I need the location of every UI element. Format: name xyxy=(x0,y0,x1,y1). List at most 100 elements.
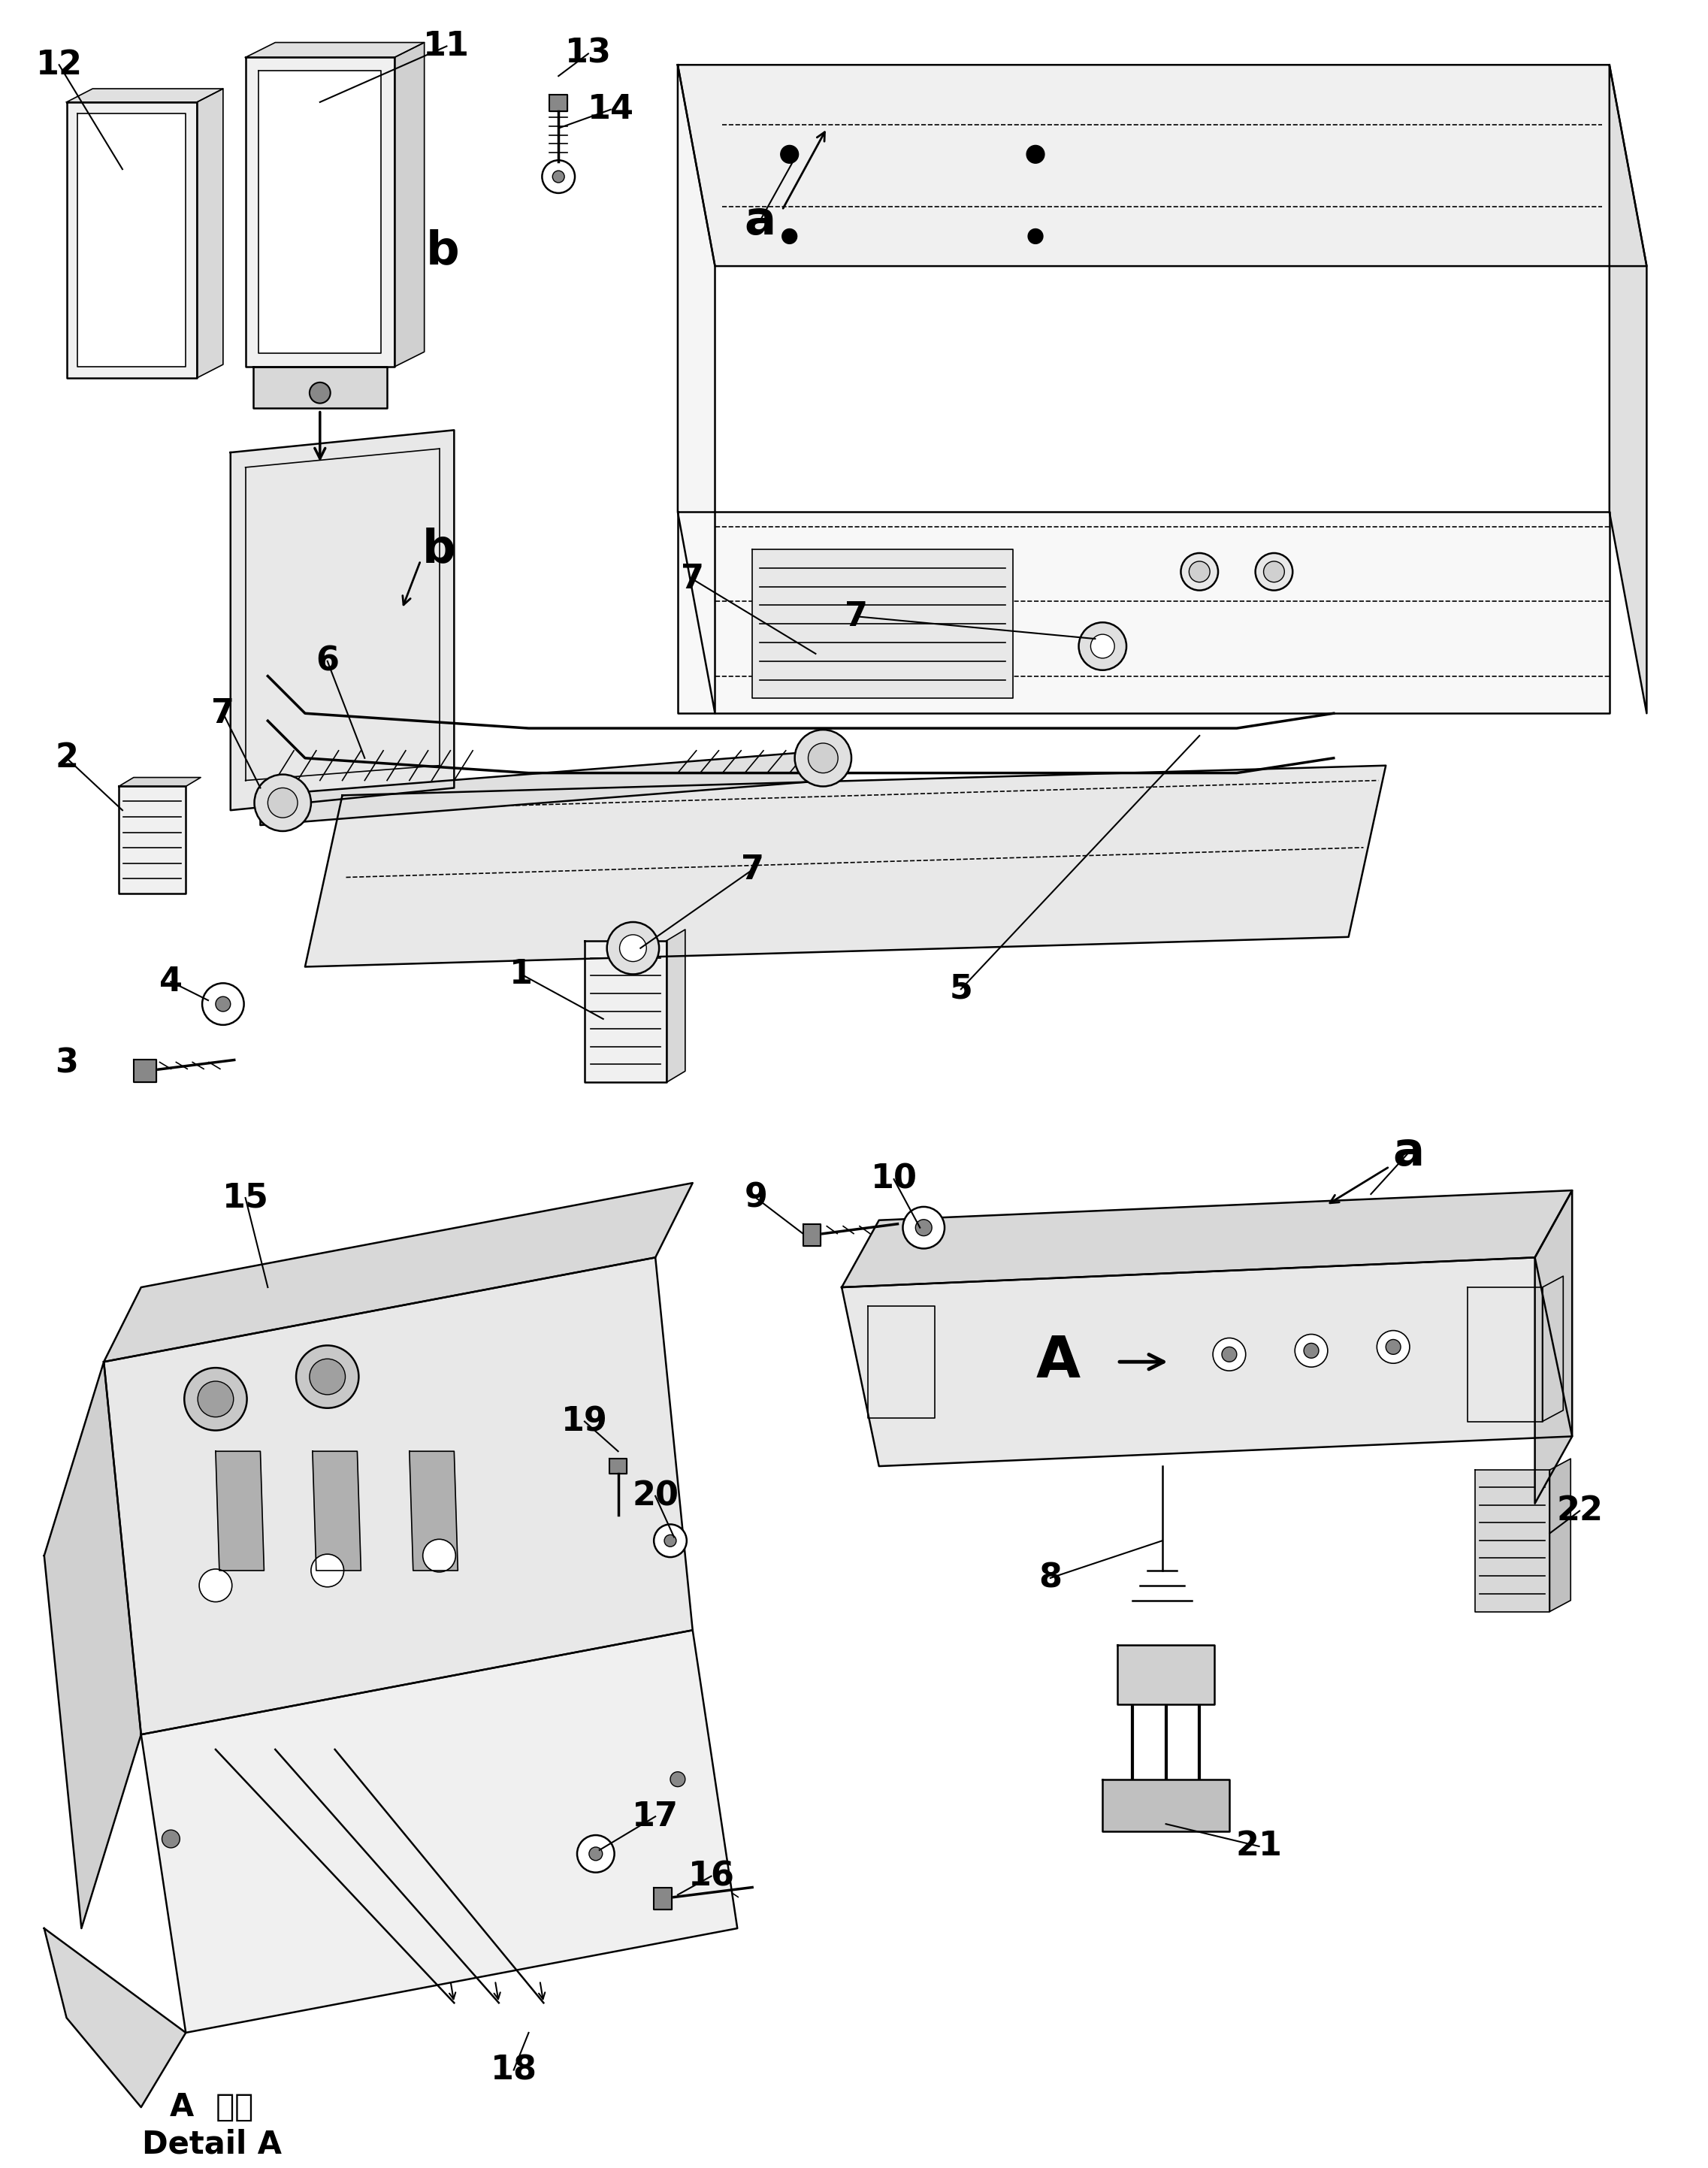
Polygon shape xyxy=(410,1450,458,1570)
Polygon shape xyxy=(842,1190,1571,1288)
Text: 11: 11 xyxy=(424,30,470,63)
Text: 22: 22 xyxy=(1556,1494,1602,1526)
Polygon shape xyxy=(260,72,381,353)
Polygon shape xyxy=(246,43,424,56)
Circle shape xyxy=(198,1381,234,1418)
Text: 5: 5 xyxy=(950,973,972,1006)
Text: 10: 10 xyxy=(871,1162,917,1195)
Polygon shape xyxy=(120,787,186,893)
Text: 17: 17 xyxy=(632,1799,678,1832)
Text: 13: 13 xyxy=(565,37,611,69)
Text: a: a xyxy=(1392,1130,1424,1175)
Polygon shape xyxy=(803,1225,822,1247)
Polygon shape xyxy=(678,65,716,713)
Polygon shape xyxy=(313,1450,360,1570)
Circle shape xyxy=(1189,562,1209,583)
Circle shape xyxy=(1028,230,1044,243)
Text: 7: 7 xyxy=(741,854,763,887)
Circle shape xyxy=(184,1368,248,1431)
Circle shape xyxy=(309,382,330,403)
Polygon shape xyxy=(1103,1780,1230,1832)
Circle shape xyxy=(782,230,798,243)
Text: 18: 18 xyxy=(490,2053,536,2086)
Polygon shape xyxy=(246,56,395,366)
Circle shape xyxy=(1377,1331,1409,1364)
Circle shape xyxy=(654,1524,687,1557)
Text: 7: 7 xyxy=(845,601,868,633)
Text: A: A xyxy=(1035,1333,1079,1390)
Circle shape xyxy=(424,1539,456,1572)
Circle shape xyxy=(1079,622,1126,670)
Circle shape xyxy=(311,1554,343,1587)
Text: 20: 20 xyxy=(632,1481,678,1511)
Polygon shape xyxy=(610,1459,627,1474)
Text: 8: 8 xyxy=(1038,1561,1062,1593)
Text: 7: 7 xyxy=(212,698,234,728)
Circle shape xyxy=(1385,1340,1401,1355)
Text: 19: 19 xyxy=(562,1405,608,1437)
Polygon shape xyxy=(550,95,567,111)
Polygon shape xyxy=(44,1927,186,2107)
Circle shape xyxy=(1027,145,1044,163)
Polygon shape xyxy=(584,941,666,1082)
Text: b: b xyxy=(427,228,459,273)
Polygon shape xyxy=(142,1630,738,2034)
Text: 3: 3 xyxy=(55,1047,79,1080)
Circle shape xyxy=(200,1570,232,1602)
Polygon shape xyxy=(253,366,388,408)
Circle shape xyxy=(781,145,798,163)
Circle shape xyxy=(1180,553,1218,590)
Polygon shape xyxy=(842,1257,1571,1466)
Circle shape xyxy=(1091,635,1115,659)
Circle shape xyxy=(162,1830,179,1847)
Text: 7: 7 xyxy=(681,564,704,596)
Circle shape xyxy=(268,787,297,817)
Polygon shape xyxy=(67,89,224,102)
Polygon shape xyxy=(44,1362,142,1927)
Polygon shape xyxy=(1542,1277,1563,1422)
Circle shape xyxy=(1255,553,1293,590)
Polygon shape xyxy=(654,1888,671,1910)
Circle shape xyxy=(915,1218,933,1236)
Circle shape xyxy=(670,1771,685,1786)
Circle shape xyxy=(552,171,564,182)
Text: 16: 16 xyxy=(688,1860,734,1893)
Text: a: a xyxy=(745,199,775,245)
Polygon shape xyxy=(67,102,196,377)
Polygon shape xyxy=(196,89,224,377)
Text: 1: 1 xyxy=(509,958,533,991)
Circle shape xyxy=(202,982,244,1025)
Polygon shape xyxy=(133,1060,155,1082)
Polygon shape xyxy=(104,1257,693,1734)
Text: A  詳細: A 詳細 xyxy=(171,2092,254,2122)
Text: 12: 12 xyxy=(36,48,82,80)
Text: b: b xyxy=(422,527,456,572)
Circle shape xyxy=(794,731,851,787)
Circle shape xyxy=(1295,1333,1327,1368)
Text: 9: 9 xyxy=(745,1182,767,1214)
Text: 6: 6 xyxy=(316,646,340,676)
Polygon shape xyxy=(1117,1646,1214,1704)
Circle shape xyxy=(664,1535,676,1546)
Polygon shape xyxy=(1467,1288,1542,1422)
Polygon shape xyxy=(231,429,454,811)
Polygon shape xyxy=(215,1450,265,1570)
Circle shape xyxy=(295,1346,359,1407)
Text: 21: 21 xyxy=(1237,1830,1283,1862)
Text: 15: 15 xyxy=(222,1182,268,1214)
Polygon shape xyxy=(120,778,202,787)
Circle shape xyxy=(541,160,576,193)
Polygon shape xyxy=(1476,1470,1549,1611)
Circle shape xyxy=(1303,1344,1319,1357)
Circle shape xyxy=(254,774,311,830)
Polygon shape xyxy=(752,549,1013,698)
Circle shape xyxy=(1213,1338,1245,1370)
Polygon shape xyxy=(104,1184,693,1362)
Polygon shape xyxy=(79,113,186,366)
Text: Detail A: Detail A xyxy=(142,2129,282,2159)
Text: 14: 14 xyxy=(588,93,634,126)
Circle shape xyxy=(606,921,659,973)
Polygon shape xyxy=(678,512,1609,713)
Text: 2: 2 xyxy=(55,741,79,774)
Circle shape xyxy=(309,1359,345,1394)
